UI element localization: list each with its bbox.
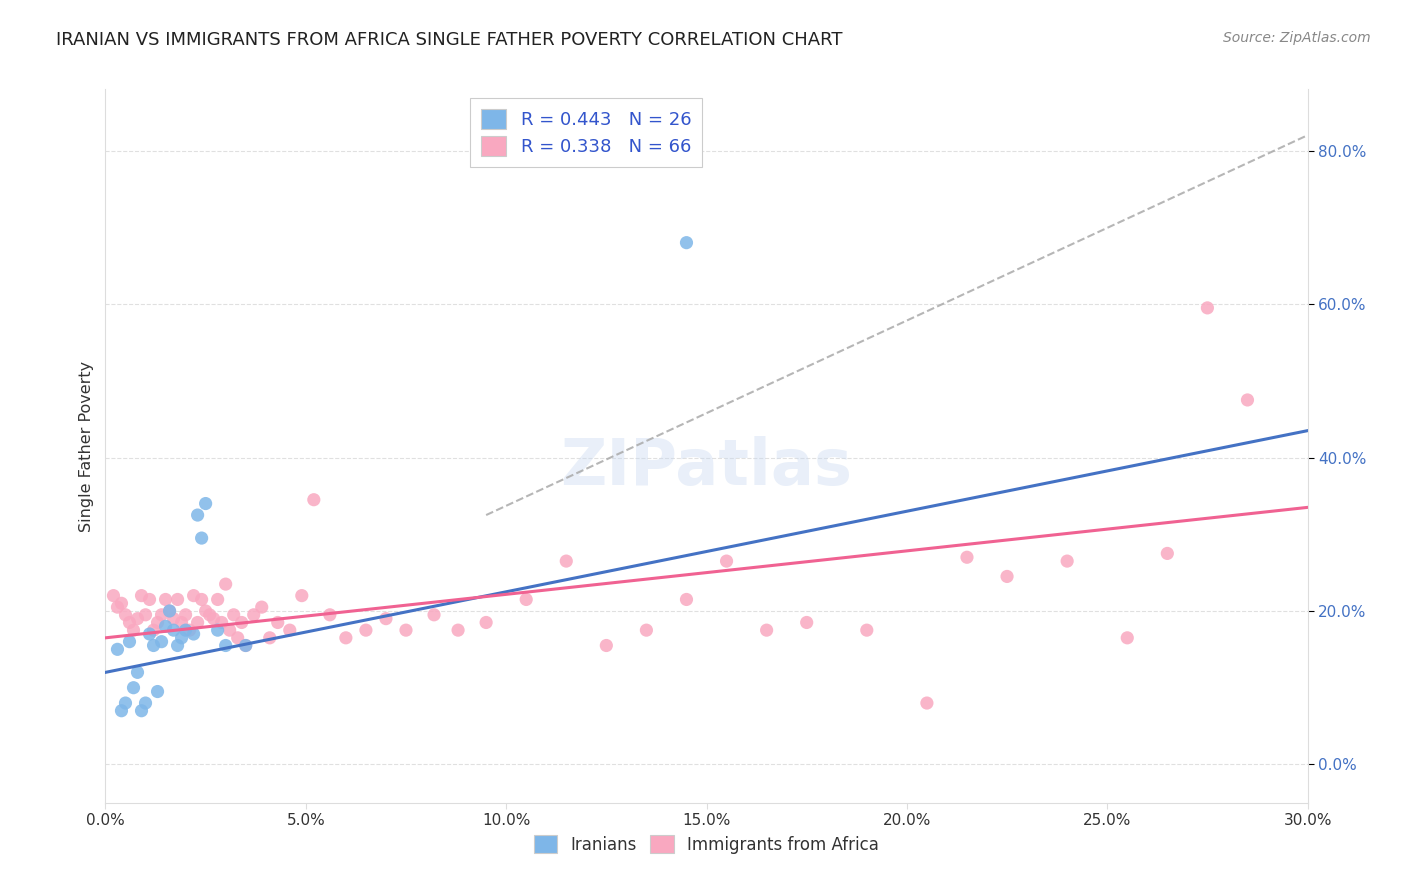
Point	[194, 497, 217, 511]
Point	[207, 592, 229, 607]
Point	[166, 592, 188, 607]
Point	[995, 569, 1018, 583]
Point	[242, 607, 264, 622]
Point	[447, 623, 470, 637]
Point	[146, 615, 169, 630]
Point	[1116, 631, 1139, 645]
Point	[183, 589, 205, 603]
Point	[319, 607, 342, 622]
Point	[159, 604, 181, 618]
Point	[170, 615, 193, 630]
Point	[218, 623, 240, 637]
Legend: Iranians, Immigrants from Africa: Iranians, Immigrants from Africa	[526, 827, 887, 863]
Point	[187, 615, 209, 630]
Point	[796, 615, 818, 630]
Point	[103, 589, 125, 603]
Point	[127, 665, 149, 680]
Point	[214, 639, 236, 653]
Point	[1056, 554, 1078, 568]
Point	[110, 596, 132, 610]
Text: ZIPatlas: ZIPatlas	[561, 436, 852, 499]
Point	[555, 554, 578, 568]
Point	[146, 684, 169, 698]
Point	[122, 623, 145, 637]
Point	[107, 600, 129, 615]
Point	[187, 508, 209, 522]
Point	[1156, 546, 1178, 560]
Point	[423, 607, 446, 622]
Point	[231, 615, 253, 630]
Point	[138, 592, 160, 607]
Point	[855, 623, 877, 637]
Text: IRANIAN VS IMMIGRANTS FROM AFRICA SINGLE FATHER POVERTY CORRELATION CHART: IRANIAN VS IMMIGRANTS FROM AFRICA SINGLE…	[56, 31, 842, 49]
Point	[214, 577, 236, 591]
Point	[135, 607, 157, 622]
Point	[131, 704, 153, 718]
Point	[122, 681, 145, 695]
Point	[179, 623, 201, 637]
Point	[291, 589, 314, 603]
Point	[135, 696, 157, 710]
Point	[170, 631, 193, 645]
Point	[1197, 301, 1219, 315]
Point	[183, 627, 205, 641]
Point	[174, 623, 197, 637]
Point	[250, 600, 273, 615]
Point	[131, 589, 153, 603]
Point	[1236, 392, 1258, 407]
Point	[150, 634, 173, 648]
Point	[956, 550, 979, 565]
Point	[194, 604, 217, 618]
Point	[127, 612, 149, 626]
Point	[207, 623, 229, 637]
Point	[235, 639, 257, 653]
Point	[138, 627, 160, 641]
Point	[278, 623, 301, 637]
Point	[267, 615, 290, 630]
Point	[107, 642, 129, 657]
Point	[755, 623, 778, 637]
Point	[915, 696, 938, 710]
Point	[374, 612, 398, 626]
Point	[395, 623, 418, 637]
Point	[155, 619, 177, 633]
Point	[198, 607, 221, 622]
Text: Source: ZipAtlas.com: Source: ZipAtlas.com	[1223, 31, 1371, 45]
Point	[142, 639, 165, 653]
Point	[595, 639, 617, 653]
Point	[235, 639, 257, 653]
Point	[302, 492, 325, 507]
Point	[110, 704, 132, 718]
Point	[675, 592, 697, 607]
Y-axis label: Single Father Poverty: Single Father Poverty	[79, 360, 94, 532]
Point	[475, 615, 498, 630]
Point	[150, 607, 173, 622]
Point	[226, 631, 249, 645]
Point	[155, 592, 177, 607]
Point	[166, 639, 188, 653]
Point	[259, 631, 281, 645]
Point	[190, 531, 212, 545]
Point	[515, 592, 537, 607]
Point	[202, 612, 225, 626]
Point	[114, 607, 136, 622]
Point	[636, 623, 658, 637]
Point	[162, 623, 184, 637]
Point	[354, 623, 377, 637]
Point	[190, 592, 212, 607]
Point	[174, 607, 197, 622]
Point	[211, 615, 233, 630]
Point	[716, 554, 738, 568]
Point	[162, 612, 184, 626]
Point	[335, 631, 357, 645]
Point	[159, 604, 181, 618]
Point	[142, 623, 165, 637]
Point	[118, 634, 141, 648]
Point	[114, 696, 136, 710]
Point	[675, 235, 697, 250]
Point	[118, 615, 141, 630]
Point	[222, 607, 245, 622]
